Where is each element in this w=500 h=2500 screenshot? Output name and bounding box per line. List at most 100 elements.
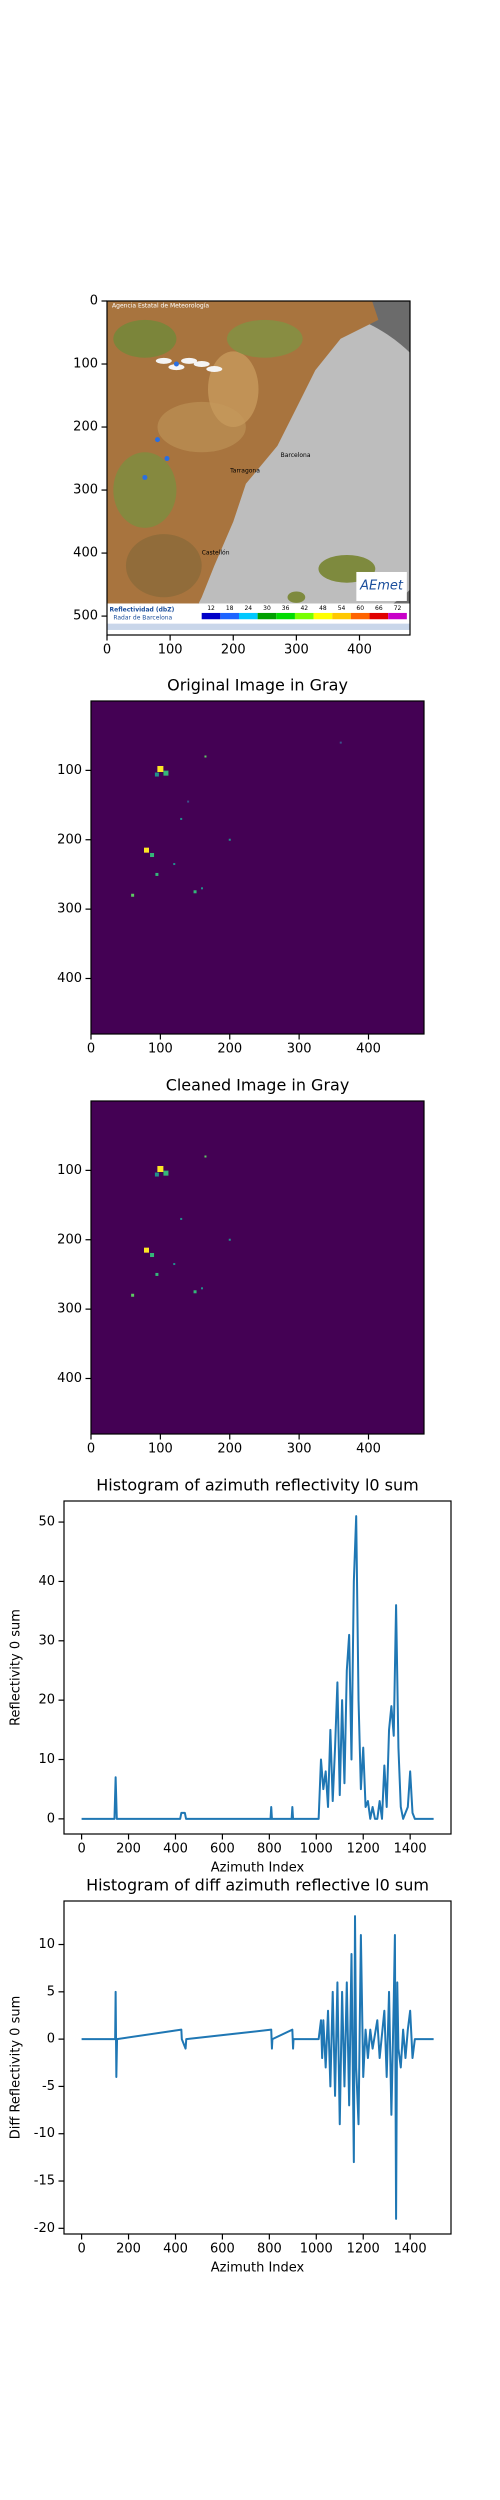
city: Castellón: [202, 550, 230, 557]
echo-pixel: [201, 887, 203, 890]
y-tick-label: 10: [38, 1937, 55, 1952]
x-tick-label: 400: [163, 1842, 188, 1857]
x-tick-label: 0: [77, 2242, 85, 2257]
axes-title: Cleaned Image in Gray: [166, 1076, 350, 1095]
x-tick-label: 100: [158, 643, 183, 658]
axes-title: Histogram of azimuth reflectivity l0 sum: [96, 1476, 419, 1495]
image: Agencia Estatal de Meteorología Barcelona…: [107, 301, 410, 635]
x-tick-label: 200: [221, 643, 246, 658]
echo-pixel: [150, 1253, 155, 1258]
colorbar-cell: [257, 612, 277, 620]
echo-pixel: [187, 800, 190, 803]
terrain-patch: [208, 351, 259, 428]
colorbar-cell: [294, 612, 314, 620]
colorbar-label: 18: [226, 605, 234, 612]
image-background: [91, 1101, 424, 1434]
line-series: [81, 1915, 434, 2220]
line-series: [81, 1515, 434, 1820]
x-tick-label: 0: [87, 1442, 95, 1457]
x-tick-label: 0: [103, 643, 111, 658]
x-tick-label: 600: [210, 1842, 235, 1857]
axes-frame: [63, 1900, 452, 2235]
snow: [206, 366, 223, 373]
echo-pixel: [173, 863, 176, 866]
x-tick-label: 200: [217, 1442, 242, 1457]
echo-pixel: [131, 893, 135, 897]
x-axis-label: Azimuth Index: [211, 1861, 305, 1876]
x-tick-label: 1000: [300, 2242, 333, 2257]
x-tick-label: 800: [257, 2242, 282, 2257]
colorbar-cell: [350, 612, 370, 620]
colorbar-cell: [238, 612, 258, 620]
image-background: [91, 701, 424, 1034]
colorbar-cell: [388, 612, 407, 620]
colorbar-cell: [332, 612, 351, 620]
colorbar-label: 66: [375, 605, 383, 612]
echo-pixel: [228, 1238, 231, 1241]
x-tick-label: 400: [347, 643, 372, 658]
echo-pixel: [163, 1170, 169, 1176]
terrain-patch: [113, 319, 177, 358]
city: Tarragona: [229, 468, 260, 475]
x-tick-label: 200: [116, 2242, 141, 2257]
echo: [155, 437, 160, 443]
echo-pixel: [180, 817, 183, 820]
echo-pixel: [204, 1155, 207, 1158]
y-axis-label: Diff Reflectivity 0 sum: [9, 1996, 24, 2140]
y-tick-label: 500: [73, 609, 98, 624]
echo-pixel: [193, 1290, 197, 1294]
x-tick-label: 1400: [394, 2242, 427, 2257]
x-tick-label: 600: [210, 2242, 235, 2257]
terrain-patch: [226, 319, 303, 358]
colorbar-label: 30: [263, 605, 271, 612]
x-tick-label: 1200: [347, 1842, 380, 1857]
x-tick-label: 1000: [300, 1842, 333, 1857]
y-tick-label: 400: [57, 971, 82, 986]
snow: [155, 357, 172, 364]
echo-pixel: [154, 1172, 159, 1177]
y-tick-label: 400: [57, 1371, 82, 1386]
y-tick-label: 300: [73, 483, 98, 498]
y-tick-label: 5: [47, 1984, 55, 1999]
y-tick-label: 100: [73, 357, 98, 372]
colorbar-cell: [313, 612, 333, 620]
image: [91, 1101, 424, 1434]
y-tick-label: 100: [57, 763, 82, 778]
axes-frame: [90, 700, 425, 1035]
y-tick-label: -5: [42, 2079, 55, 2094]
x-tick-label: 400: [356, 1442, 381, 1457]
legend-subtitle: Radar de Barcelona: [113, 614, 172, 621]
colorbar-label: 12: [207, 605, 215, 612]
y-tick-label: 0: [90, 294, 98, 309]
y-tick-label: 300: [57, 902, 82, 917]
axes-frame: [106, 300, 411, 636]
colorbar-cell: [201, 612, 221, 620]
echo-pixel: [204, 755, 207, 758]
logo: AEmet: [359, 578, 404, 593]
y-tick-label: 200: [57, 1232, 82, 1247]
axes-frame: [90, 1100, 425, 1435]
snow: [193, 361, 210, 368]
echo-pixel: [131, 1293, 135, 1297]
x-tick-label: 200: [116, 1842, 141, 1857]
x-tick-label: 400: [163, 2242, 188, 2257]
axes-frame: [63, 1500, 452, 1835]
colorbar-label: 42: [300, 605, 308, 612]
x-tick-label: 300: [287, 1042, 312, 1057]
x-tick-label: 1400: [394, 1842, 427, 1857]
legend-title: Reflectividad (dbZ): [110, 606, 175, 613]
echo: [142, 474, 148, 480]
echo-pixel: [157, 765, 164, 772]
echo-pixel: [155, 872, 159, 876]
legend-footer: [107, 623, 410, 630]
y-tick-label: 0: [47, 2032, 55, 2047]
snow: [181, 357, 198, 364]
colorbar-label: 60: [356, 605, 364, 612]
x-tick-label: 300: [284, 643, 309, 658]
colorbar-label: 48: [319, 605, 327, 612]
x-tick-label: 100: [148, 1442, 173, 1457]
echo-pixel: [157, 1165, 164, 1172]
echo-pixel: [193, 890, 197, 894]
y-tick-label: 20: [38, 1693, 55, 1708]
y-tick-label: -20: [34, 2221, 55, 2236]
